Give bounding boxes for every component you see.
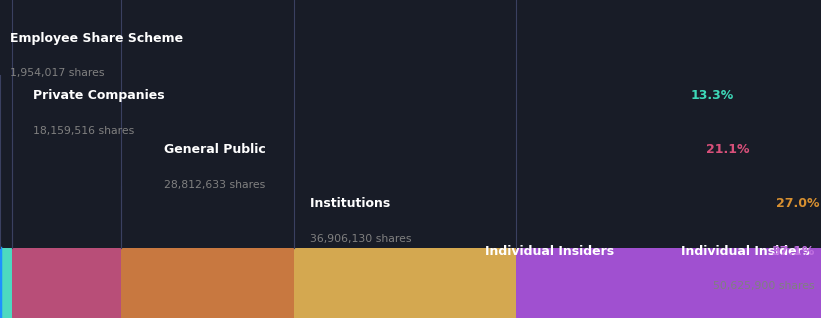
Text: 36,906,130 shares: 36,906,130 shares	[310, 234, 412, 244]
Text: 18,159,516 shares: 18,159,516 shares	[33, 126, 134, 135]
Text: General Public: General Public	[164, 143, 270, 156]
Text: 37.1%: 37.1%	[771, 245, 814, 258]
Text: 21.1%: 21.1%	[706, 143, 750, 156]
Text: Private Companies: Private Companies	[33, 89, 169, 102]
Bar	[121, 248, 294, 318]
Text: Individual Insiders: Individual Insiders	[484, 245, 618, 258]
Text: 1,954,017 shares: 1,954,017 shares	[10, 68, 104, 78]
Text: 50,625,900 shares: 50,625,900 shares	[713, 281, 814, 291]
Bar	[294, 248, 516, 318]
Text: Individual Insiders: Individual Insiders	[681, 245, 814, 258]
Text: 28,812,633 shares: 28,812,633 shares	[164, 180, 265, 190]
Text: Employee Share Scheme: Employee Share Scheme	[10, 32, 187, 45]
Text: 27.0%: 27.0%	[776, 197, 819, 210]
Bar	[516, 248, 821, 318]
Bar	[0, 248, 11, 318]
Text: Institutions: Institutions	[310, 197, 395, 210]
Bar	[11, 248, 121, 318]
Text: 13.3%: 13.3%	[690, 89, 733, 102]
